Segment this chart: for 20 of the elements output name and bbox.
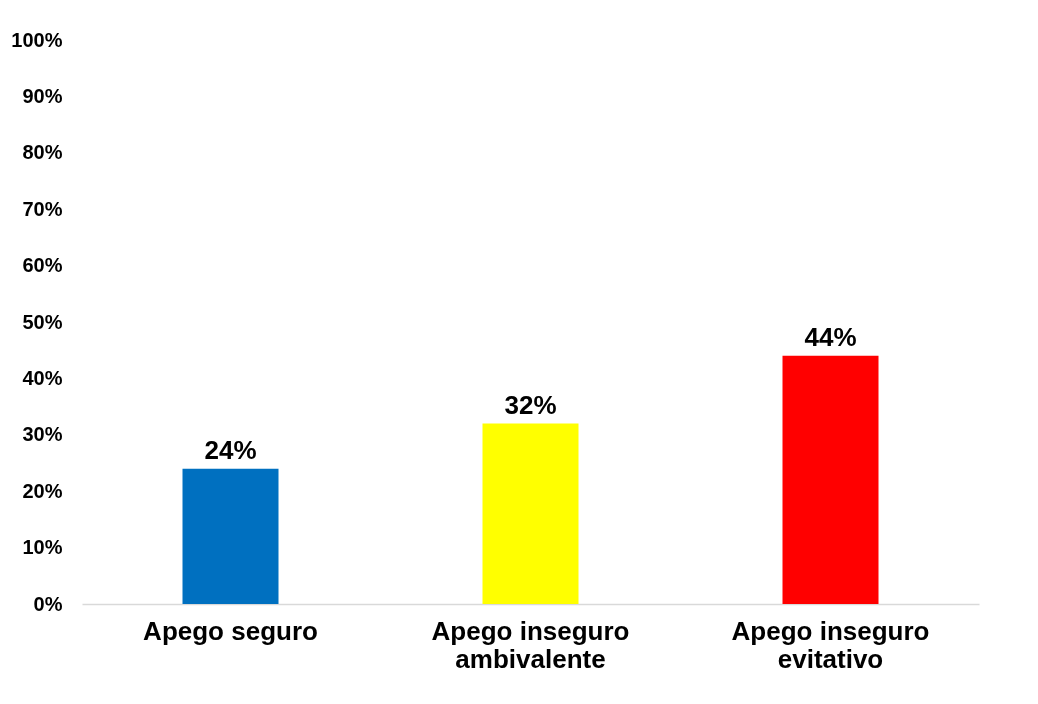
y-tick-label: 70%	[22, 197, 63, 220]
y-tick-label: 80%	[22, 141, 63, 164]
y-tick-label: 30%	[22, 423, 63, 446]
y-tick-label: 0%	[33, 592, 63, 615]
y-tick-label: 20%	[22, 479, 63, 502]
bar	[182, 468, 279, 604]
bar	[782, 355, 879, 604]
x-tick-label: Apego seguro	[143, 615, 318, 646]
y-tick-label: 40%	[22, 366, 63, 389]
x-tick-label: Apego inseguro ambivalente	[431, 615, 630, 674]
data-label: 24%	[204, 434, 257, 465]
data-label: 44%	[804, 321, 857, 352]
y-tick-label: 100%	[11, 28, 63, 51]
y-tick-label: 60%	[22, 254, 63, 277]
y-tick-label: 10%	[22, 536, 63, 559]
data-label: 32%	[504, 389, 557, 420]
y-tick-label: 90%	[22, 84, 63, 107]
x-tick-label: Apego inseguro evitativo	[731, 615, 930, 674]
bar	[482, 423, 579, 604]
y-tick-label: 50%	[22, 310, 63, 333]
